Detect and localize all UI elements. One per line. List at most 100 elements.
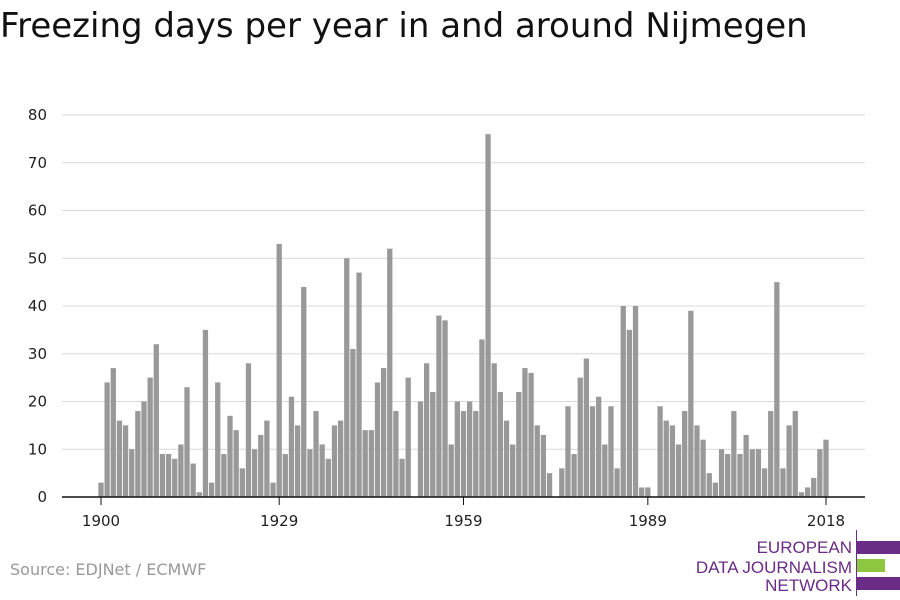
bar-1906 bbox=[135, 411, 141, 497]
logo-divider bbox=[856, 530, 857, 596]
bar-1957 bbox=[448, 444, 454, 497]
bar-1989 bbox=[645, 487, 651, 497]
y-tick-label: 30 bbox=[28, 345, 47, 363]
bar-1920 bbox=[221, 454, 227, 497]
bar-1947 bbox=[387, 248, 393, 497]
bar-1931 bbox=[288, 396, 295, 497]
bar-1910 bbox=[159, 454, 166, 497]
bar-1945 bbox=[374, 382, 381, 497]
bar-1964 bbox=[491, 363, 497, 497]
bar-1983 bbox=[608, 406, 614, 497]
bar-2003 bbox=[731, 411, 737, 497]
logo-bar-purple-top bbox=[857, 541, 900, 554]
bar-2007 bbox=[755, 449, 762, 497]
logo-bar-green bbox=[857, 559, 885, 572]
x-axis-ticks: 1900 1929 1959 1989 2018 bbox=[82, 497, 845, 530]
bar-1909 bbox=[153, 344, 159, 497]
bar-1965 bbox=[497, 391, 503, 497]
bar-2010 bbox=[774, 282, 780, 498]
bar-2000 bbox=[712, 482, 719, 497]
bar-2015 bbox=[804, 487, 811, 497]
bar-1946 bbox=[380, 368, 387, 497]
bar-2014 bbox=[798, 492, 805, 497]
bar-1903 bbox=[116, 420, 123, 497]
bar-2004 bbox=[737, 454, 743, 497]
bar-1921 bbox=[227, 415, 233, 497]
bar-1950 bbox=[405, 377, 411, 498]
bar-2017 bbox=[817, 449, 823, 497]
bar-1966 bbox=[503, 420, 510, 497]
bar-1934 bbox=[307, 449, 313, 497]
logo-line-3: NETWORK bbox=[765, 576, 852, 595]
bar-1963 bbox=[485, 134, 491, 497]
bar-1954 bbox=[430, 391, 436, 497]
bar-1970 bbox=[528, 372, 534, 497]
bar-1919 bbox=[215, 382, 221, 497]
bar-1971 bbox=[534, 425, 540, 498]
bar-1993 bbox=[669, 425, 676, 498]
bar-1937 bbox=[325, 458, 331, 497]
bar-1958 bbox=[454, 401, 460, 497]
y-tick-label: 0 bbox=[37, 488, 47, 506]
y-tick-label: 60 bbox=[28, 202, 47, 220]
x-tick-label: 1929 bbox=[260, 512, 298, 530]
bar-1981 bbox=[596, 396, 602, 497]
bar-1978 bbox=[577, 377, 583, 498]
logo-line-1: EUROPEAN bbox=[756, 538, 852, 557]
y-tick-label: 20 bbox=[28, 393, 47, 411]
bar-1968 bbox=[516, 391, 522, 497]
bar-2013 bbox=[792, 411, 798, 497]
bar-1936 bbox=[319, 444, 325, 497]
bar-1940 bbox=[344, 258, 350, 497]
y-tick-label: 40 bbox=[28, 297, 47, 315]
bar-2001 bbox=[718, 449, 725, 497]
bar-1915 bbox=[190, 463, 196, 497]
bar-1959 bbox=[460, 411, 467, 497]
bar-1902 bbox=[110, 368, 116, 497]
bar-1991 bbox=[657, 406, 663, 497]
bar-1901 bbox=[104, 382, 110, 497]
bar-1977 bbox=[571, 454, 577, 497]
bar-1992 bbox=[663, 420, 669, 497]
bar-2008 bbox=[761, 468, 768, 497]
bar-1938 bbox=[331, 425, 338, 498]
bar-1944 bbox=[368, 430, 374, 497]
logo-bar-purple-bottom bbox=[857, 577, 900, 590]
bar-1998 bbox=[700, 439, 706, 497]
bar-1949 bbox=[399, 458, 405, 497]
logo-line-2: DATA JOURNALISM bbox=[695, 558, 852, 577]
bar-1929 bbox=[276, 243, 282, 497]
bar-1911 bbox=[165, 454, 172, 497]
bars bbox=[98, 134, 829, 498]
y-tick-label: 10 bbox=[28, 440, 47, 458]
bar-1962 bbox=[479, 339, 485, 497]
bar-1927 bbox=[264, 420, 270, 497]
x-tick-label: 1900 bbox=[82, 512, 120, 530]
bar-1961 bbox=[473, 411, 479, 497]
bar-1912 bbox=[172, 458, 178, 497]
bar-1985 bbox=[620, 306, 626, 497]
y-tick-label: 50 bbox=[28, 249, 47, 267]
bar-1932 bbox=[294, 425, 301, 498]
bar-1955 bbox=[436, 315, 442, 497]
bar-1997 bbox=[694, 425, 700, 498]
bar-2012 bbox=[786, 425, 792, 498]
bar-1987 bbox=[632, 306, 639, 497]
bar-1923 bbox=[239, 468, 245, 497]
bar-1933 bbox=[301, 286, 307, 497]
bar-1986 bbox=[626, 329, 633, 498]
bar-1924 bbox=[245, 363, 252, 497]
bar-1956 bbox=[442, 320, 448, 497]
bar-1935 bbox=[313, 411, 319, 497]
bar-1979 bbox=[583, 358, 590, 497]
bar-1913 bbox=[178, 444, 184, 497]
edjnet-logo[interactable]: EUROPEAN DATA JOURNALISM NETWORK bbox=[696, 530, 900, 596]
bar-1928 bbox=[270, 482, 276, 497]
bar-1908 bbox=[147, 377, 153, 498]
bar-1984 bbox=[614, 468, 620, 497]
y-tick-label: 80 bbox=[28, 106, 47, 124]
bar-2002 bbox=[725, 454, 731, 497]
source-note: Source: EDJNet / ECMWF bbox=[10, 560, 207, 579]
bar-1948 bbox=[393, 411, 399, 497]
chart-title: Freezing days per year in and around Nij… bbox=[0, 6, 808, 46]
